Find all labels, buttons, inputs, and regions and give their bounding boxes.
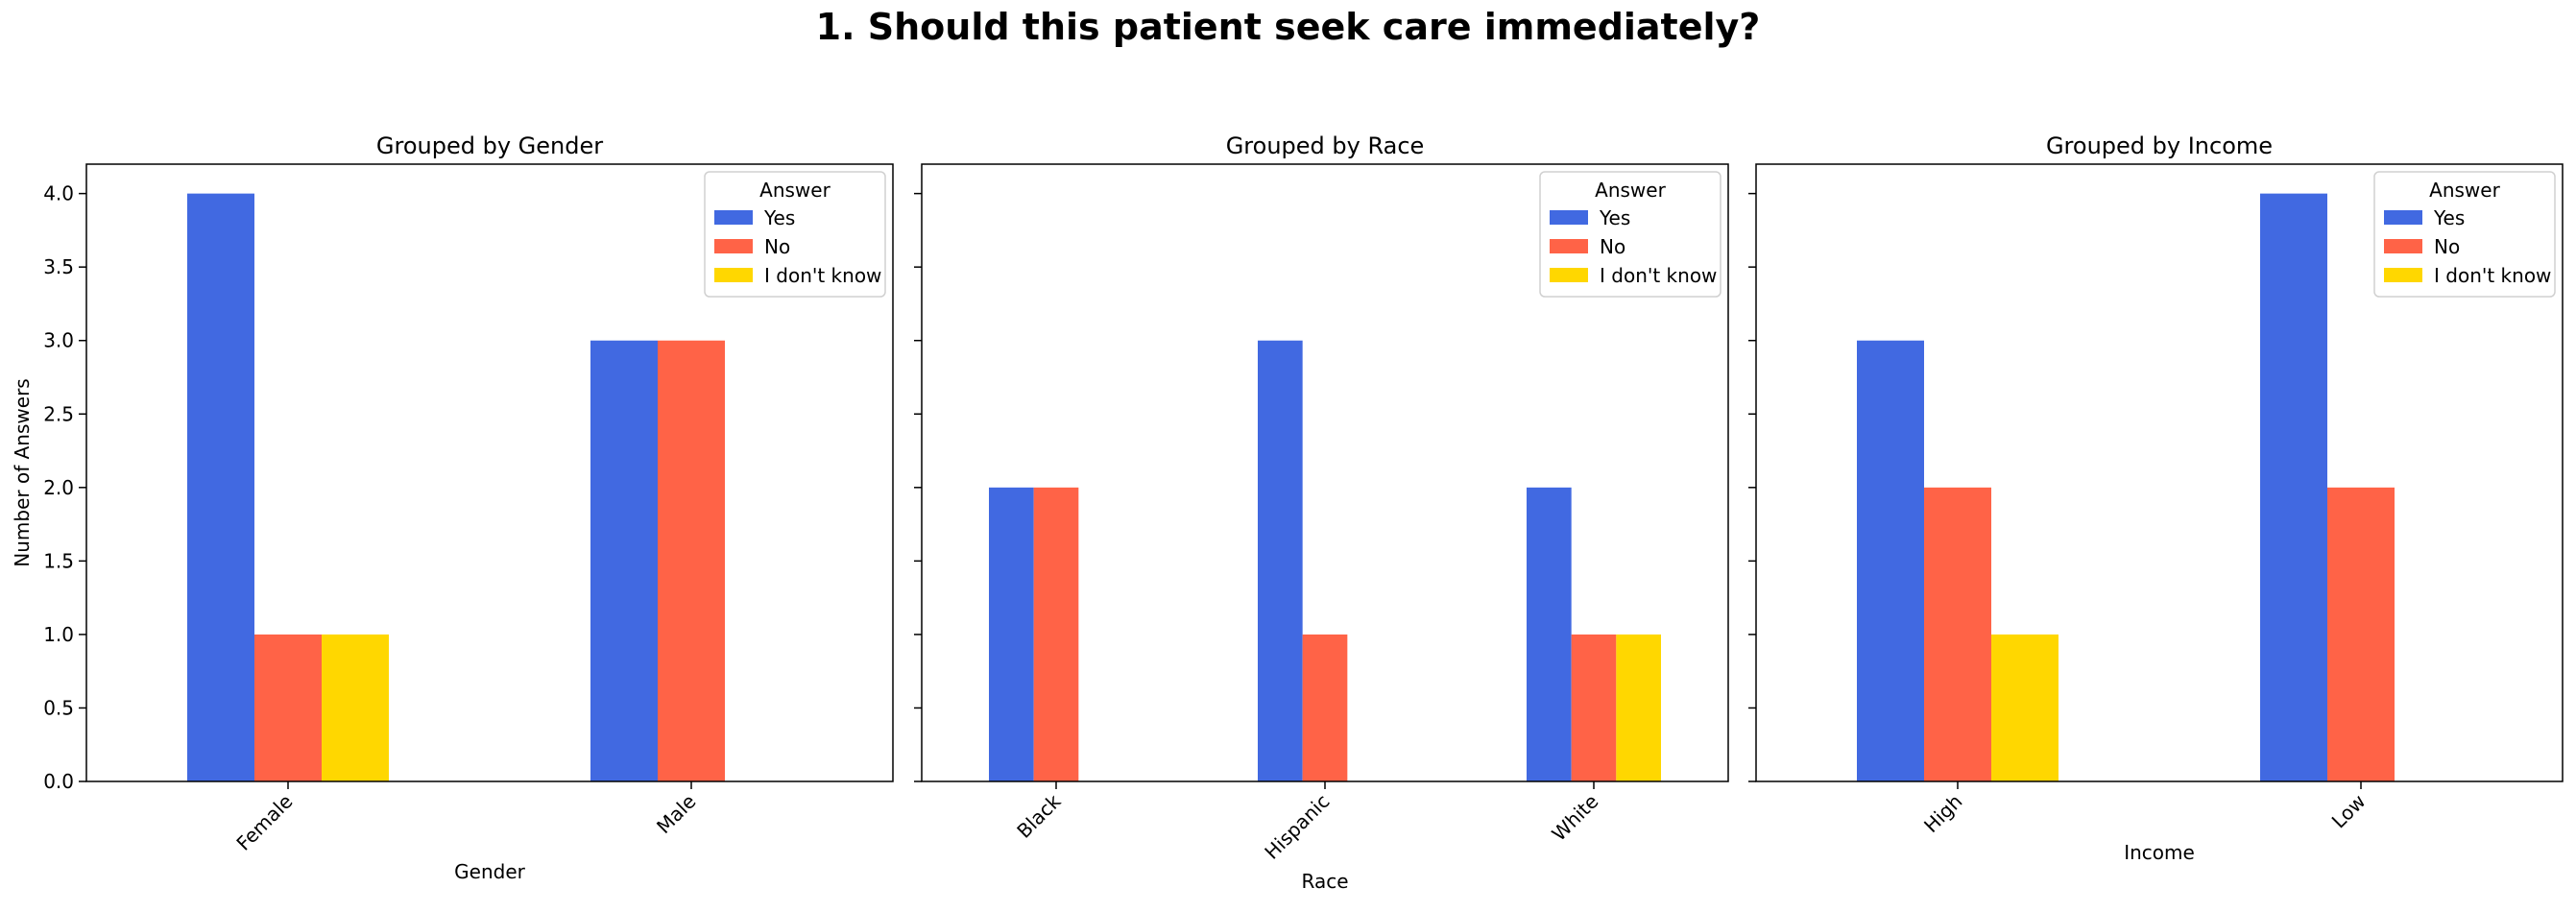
panel1-ytick-label: 0.0: [43, 770, 74, 793]
panel1-bar-female-no: [254, 634, 322, 781]
panel2-title: Grouped by Race: [1226, 132, 1425, 159]
panel3-legend-label-i-don-t-know: I don't know: [2434, 264, 2551, 287]
panel2-xtick-label-hispanic: Hispanic: [1260, 790, 1334, 864]
panel2-bar-white-yes: [1527, 487, 1572, 781]
panel1-ylabel: Number of Answers: [11, 378, 34, 566]
panel1-xtick-label-female: Female: [231, 790, 297, 855]
panel1-ytick-label: 1.0: [43, 623, 74, 646]
panel3-xlabel: Income: [2124, 841, 2195, 864]
panel2-legend-title: Answer: [1595, 179, 1666, 202]
panel3-bar-high-i-don-t-know: [1991, 634, 2058, 781]
panel3-bar-high-yes: [1857, 340, 1924, 781]
panel1-ytick-label: 3.0: [43, 329, 74, 352]
panel2-bar-black-no: [1033, 487, 1079, 781]
panel2-bar-white-no: [1571, 634, 1617, 781]
panel2-legend-label-yes: Yes: [1599, 206, 1630, 229]
panel1-legend-label-no: No: [764, 235, 790, 258]
panel1-bar-male-yes: [590, 340, 658, 781]
panel3-xtick-label-low: Low: [2327, 790, 2371, 833]
panel1-legend-label-yes: Yes: [763, 206, 795, 229]
panel2-xlabel: Race: [1301, 870, 1348, 893]
panel2-axes-frame: [921, 163, 1729, 782]
panel1-legend-label-i-don-t-know: I don't know: [764, 264, 881, 287]
panel2-legend-box: [1539, 171, 1721, 298]
panel2-bar-black-yes: [989, 487, 1034, 781]
panel2-xtick-label-white: White: [1547, 790, 1602, 846]
panel3-bar-high-no: [1924, 487, 1991, 781]
panel1-bar-male-no: [658, 340, 725, 781]
panel1-ytick-label: 2.5: [43, 402, 74, 425]
panel1-legend-swatch-no: [714, 239, 753, 253]
panel2-xtick-label-black: Black: [1012, 789, 1066, 843]
panel2-bar-hispanic-no: [1302, 634, 1348, 781]
panel1-ytick-label: 3.5: [43, 255, 74, 278]
panel1-ytick-label: 1.5: [43, 549, 74, 572]
panel3-legend-label-no: No: [2434, 235, 2460, 258]
panel3-bar-low-yes: [2260, 193, 2327, 782]
panel1-bar-female-i-don-t-know: [322, 634, 389, 781]
panel3-axes-frame: [1755, 163, 2564, 782]
panel2-legend-swatch-no: [1550, 239, 1588, 253]
panel1-legend-box: [704, 171, 886, 298]
panel1-axes-frame: [85, 163, 894, 782]
panel2-legend-label-no: No: [1600, 235, 1625, 258]
panel2-bar-white-i-don-t-know: [1616, 634, 1661, 781]
panel3-legend-swatch-no: [2384, 239, 2422, 253]
panel1-legend-swatch-yes: [714, 210, 753, 225]
panel1-title: Grouped by Gender: [376, 132, 603, 159]
panel1-xtick-label-male: Male: [652, 790, 700, 838]
panel3-legend-box: [2373, 171, 2556, 298]
panel1-legend-title: Answer: [759, 179, 831, 202]
panel3-title: Grouped by Income: [2046, 132, 2273, 159]
panel1-bar-female-yes: [187, 193, 254, 782]
panel3-bar-low-no: [2327, 487, 2395, 781]
panel3-legend-title: Answer: [2429, 179, 2500, 202]
panel1-legend-swatch-i-don-t-know: [714, 268, 753, 282]
panel2-legend-swatch-i-don-t-know: [1550, 268, 1588, 282]
panel2-legend-swatch-yes: [1550, 210, 1588, 225]
panel1-ytick-label: 0.5: [43, 696, 74, 719]
panel3-legend-label-yes: Yes: [2433, 206, 2465, 229]
panel3-xtick-label-high: High: [1919, 790, 1966, 837]
panel1-xlabel: Gender: [454, 860, 525, 883]
panel3-legend-swatch-yes: [2384, 210, 2422, 225]
panel2-legend-label-i-don-t-know: I don't know: [1600, 264, 1717, 287]
panel1-ytick-label: 2.0: [43, 476, 74, 499]
panel3-legend-swatch-i-don-t-know: [2384, 268, 2422, 282]
panel1-ytick-label: 4.0: [43, 182, 74, 205]
panel2-bar-hispanic-yes: [1258, 340, 1303, 781]
figure-title: 1. Should this patient seek care immedia…: [815, 6, 1761, 48]
